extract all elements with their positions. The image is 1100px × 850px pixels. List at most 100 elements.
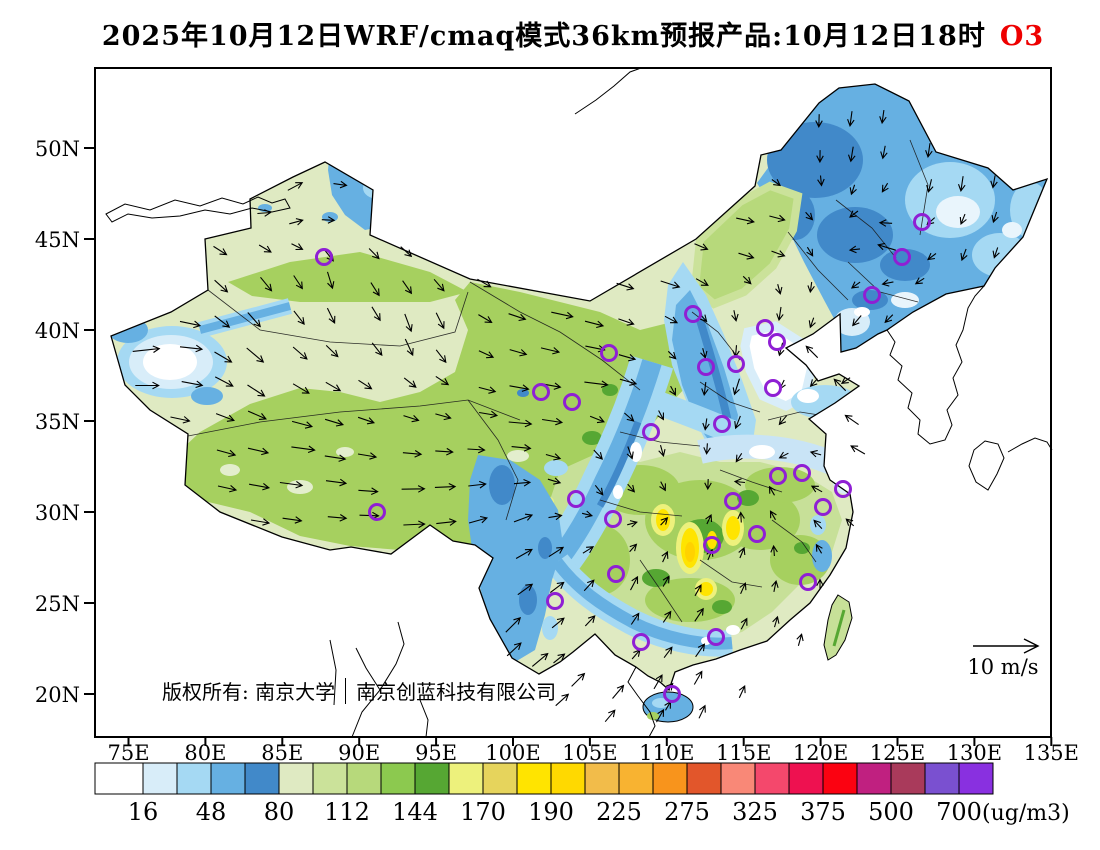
wind-arrow <box>583 579 595 592</box>
station-marker-layer <box>315 213 931 703</box>
title-text: 2025年10月12日WRF/cmaq模式36km预报产品:10月12日18时 <box>101 21 986 52</box>
wind-arrow <box>739 582 747 595</box>
station-marker <box>632 633 650 651</box>
wind-arrow <box>847 146 856 163</box>
wind-arrow <box>740 617 748 630</box>
station-marker <box>604 510 622 528</box>
wind-arrow <box>627 483 636 493</box>
wind-arrow <box>545 453 562 461</box>
lon-tick-label: 75E <box>107 741 149 765</box>
wind-arrow <box>808 317 816 329</box>
wind-arrow <box>815 543 823 554</box>
colorbar-unit: (ug/m3) <box>982 801 1070 826</box>
station-marker <box>713 415 731 433</box>
wind-arrow <box>694 584 702 597</box>
wind-arrow <box>661 550 669 563</box>
wind-arrow <box>669 385 676 396</box>
lon-tick-label: 85E <box>261 741 303 765</box>
lat-tick-label: 25N <box>35 592 80 616</box>
wind-arrow <box>214 351 233 363</box>
wind-arrow <box>627 520 638 528</box>
wind-arrow <box>548 512 563 521</box>
wind-arrow <box>879 110 887 125</box>
wind-arrow <box>776 306 784 322</box>
wind-arrow <box>735 453 743 463</box>
wind-arrow <box>511 444 532 452</box>
wind-arrow <box>815 114 823 128</box>
wind-arrow <box>738 252 755 260</box>
wind-arrow <box>660 517 669 526</box>
station-marker <box>707 628 725 646</box>
lon-tick-label: 100E <box>485 741 540 765</box>
wind-arrow <box>326 307 336 324</box>
lat-tick-label: 20N <box>35 683 80 707</box>
colorbar-cell <box>788 762 824 795</box>
colorbar-tick-label: 190 <box>528 798 574 826</box>
wind-arrow <box>368 248 380 260</box>
wind-arrow <box>624 412 635 422</box>
wind-arrow <box>833 378 847 392</box>
wind-arrow <box>732 378 741 396</box>
lon-tick-label: 120E <box>793 741 848 765</box>
lat-tick-label: 35N <box>35 410 80 434</box>
lon-tick-label: 105E <box>562 741 617 765</box>
wind-scale-legend: 10 m/s <box>967 638 1040 679</box>
wind-arrow <box>849 210 859 218</box>
colorbar-tick-label: 225 <box>596 798 642 826</box>
station-marker <box>756 319 774 337</box>
station-marker <box>567 490 585 508</box>
wind-arrow <box>877 242 896 251</box>
wind-arrow <box>258 244 272 253</box>
wind-arrow <box>584 380 609 388</box>
wind-arrow <box>616 282 635 291</box>
wind-arrow <box>884 314 894 324</box>
wind-arrow <box>505 616 522 633</box>
wind-arrow <box>704 478 712 491</box>
wind-arrow <box>778 415 788 426</box>
wind-arrow <box>698 704 706 719</box>
wind-arrow <box>477 278 492 288</box>
wind-arrow <box>589 415 605 424</box>
wind-arrow <box>703 443 711 455</box>
wind-arrow <box>581 510 594 518</box>
wind-arrow <box>214 315 231 328</box>
station-marker <box>607 565 625 583</box>
wind-arrow <box>508 419 533 428</box>
station-marker <box>893 248 911 266</box>
myanmar-coastline <box>351 621 405 738</box>
wind-arrow <box>705 513 713 525</box>
colorbar-cell <box>720 762 756 795</box>
wind-arrow <box>215 413 235 422</box>
wind-arrow <box>436 518 457 526</box>
wind-arrow <box>553 653 566 664</box>
fujian-coast-blue <box>812 540 832 572</box>
wind-arrow <box>662 575 670 587</box>
wind-arrow <box>404 338 414 357</box>
colorbar-cell <box>550 762 586 795</box>
wind-arrow <box>619 378 638 386</box>
station-marker <box>684 305 702 323</box>
wind-arrow <box>957 176 966 192</box>
wind-arrow <box>321 216 336 224</box>
wind-arrow <box>809 449 822 458</box>
colorbar-tick-label: 144 <box>392 798 438 826</box>
station-marker <box>532 383 550 401</box>
colorbar-cell <box>142 762 178 795</box>
colorbar-cell <box>754 762 790 795</box>
wind-arrow <box>517 583 534 596</box>
colorbar-tick-label: 375 <box>800 798 846 826</box>
wind-arrow <box>991 211 999 224</box>
wind-arrow <box>663 646 673 659</box>
wind-arrow <box>435 375 450 386</box>
wind-arrow <box>549 581 565 594</box>
wind-arrow <box>292 383 310 394</box>
wind-arrow <box>181 380 204 389</box>
colorbar-tick-label: 700 <box>936 798 982 826</box>
wind-arrow <box>840 376 851 384</box>
wind-arrow <box>695 643 706 658</box>
wind-arrow <box>468 480 487 489</box>
wind-arrow <box>400 246 413 258</box>
wind-arrow <box>618 354 637 362</box>
wind-arrow <box>293 310 305 326</box>
title-pollutant: O3 <box>999 21 1045 52</box>
